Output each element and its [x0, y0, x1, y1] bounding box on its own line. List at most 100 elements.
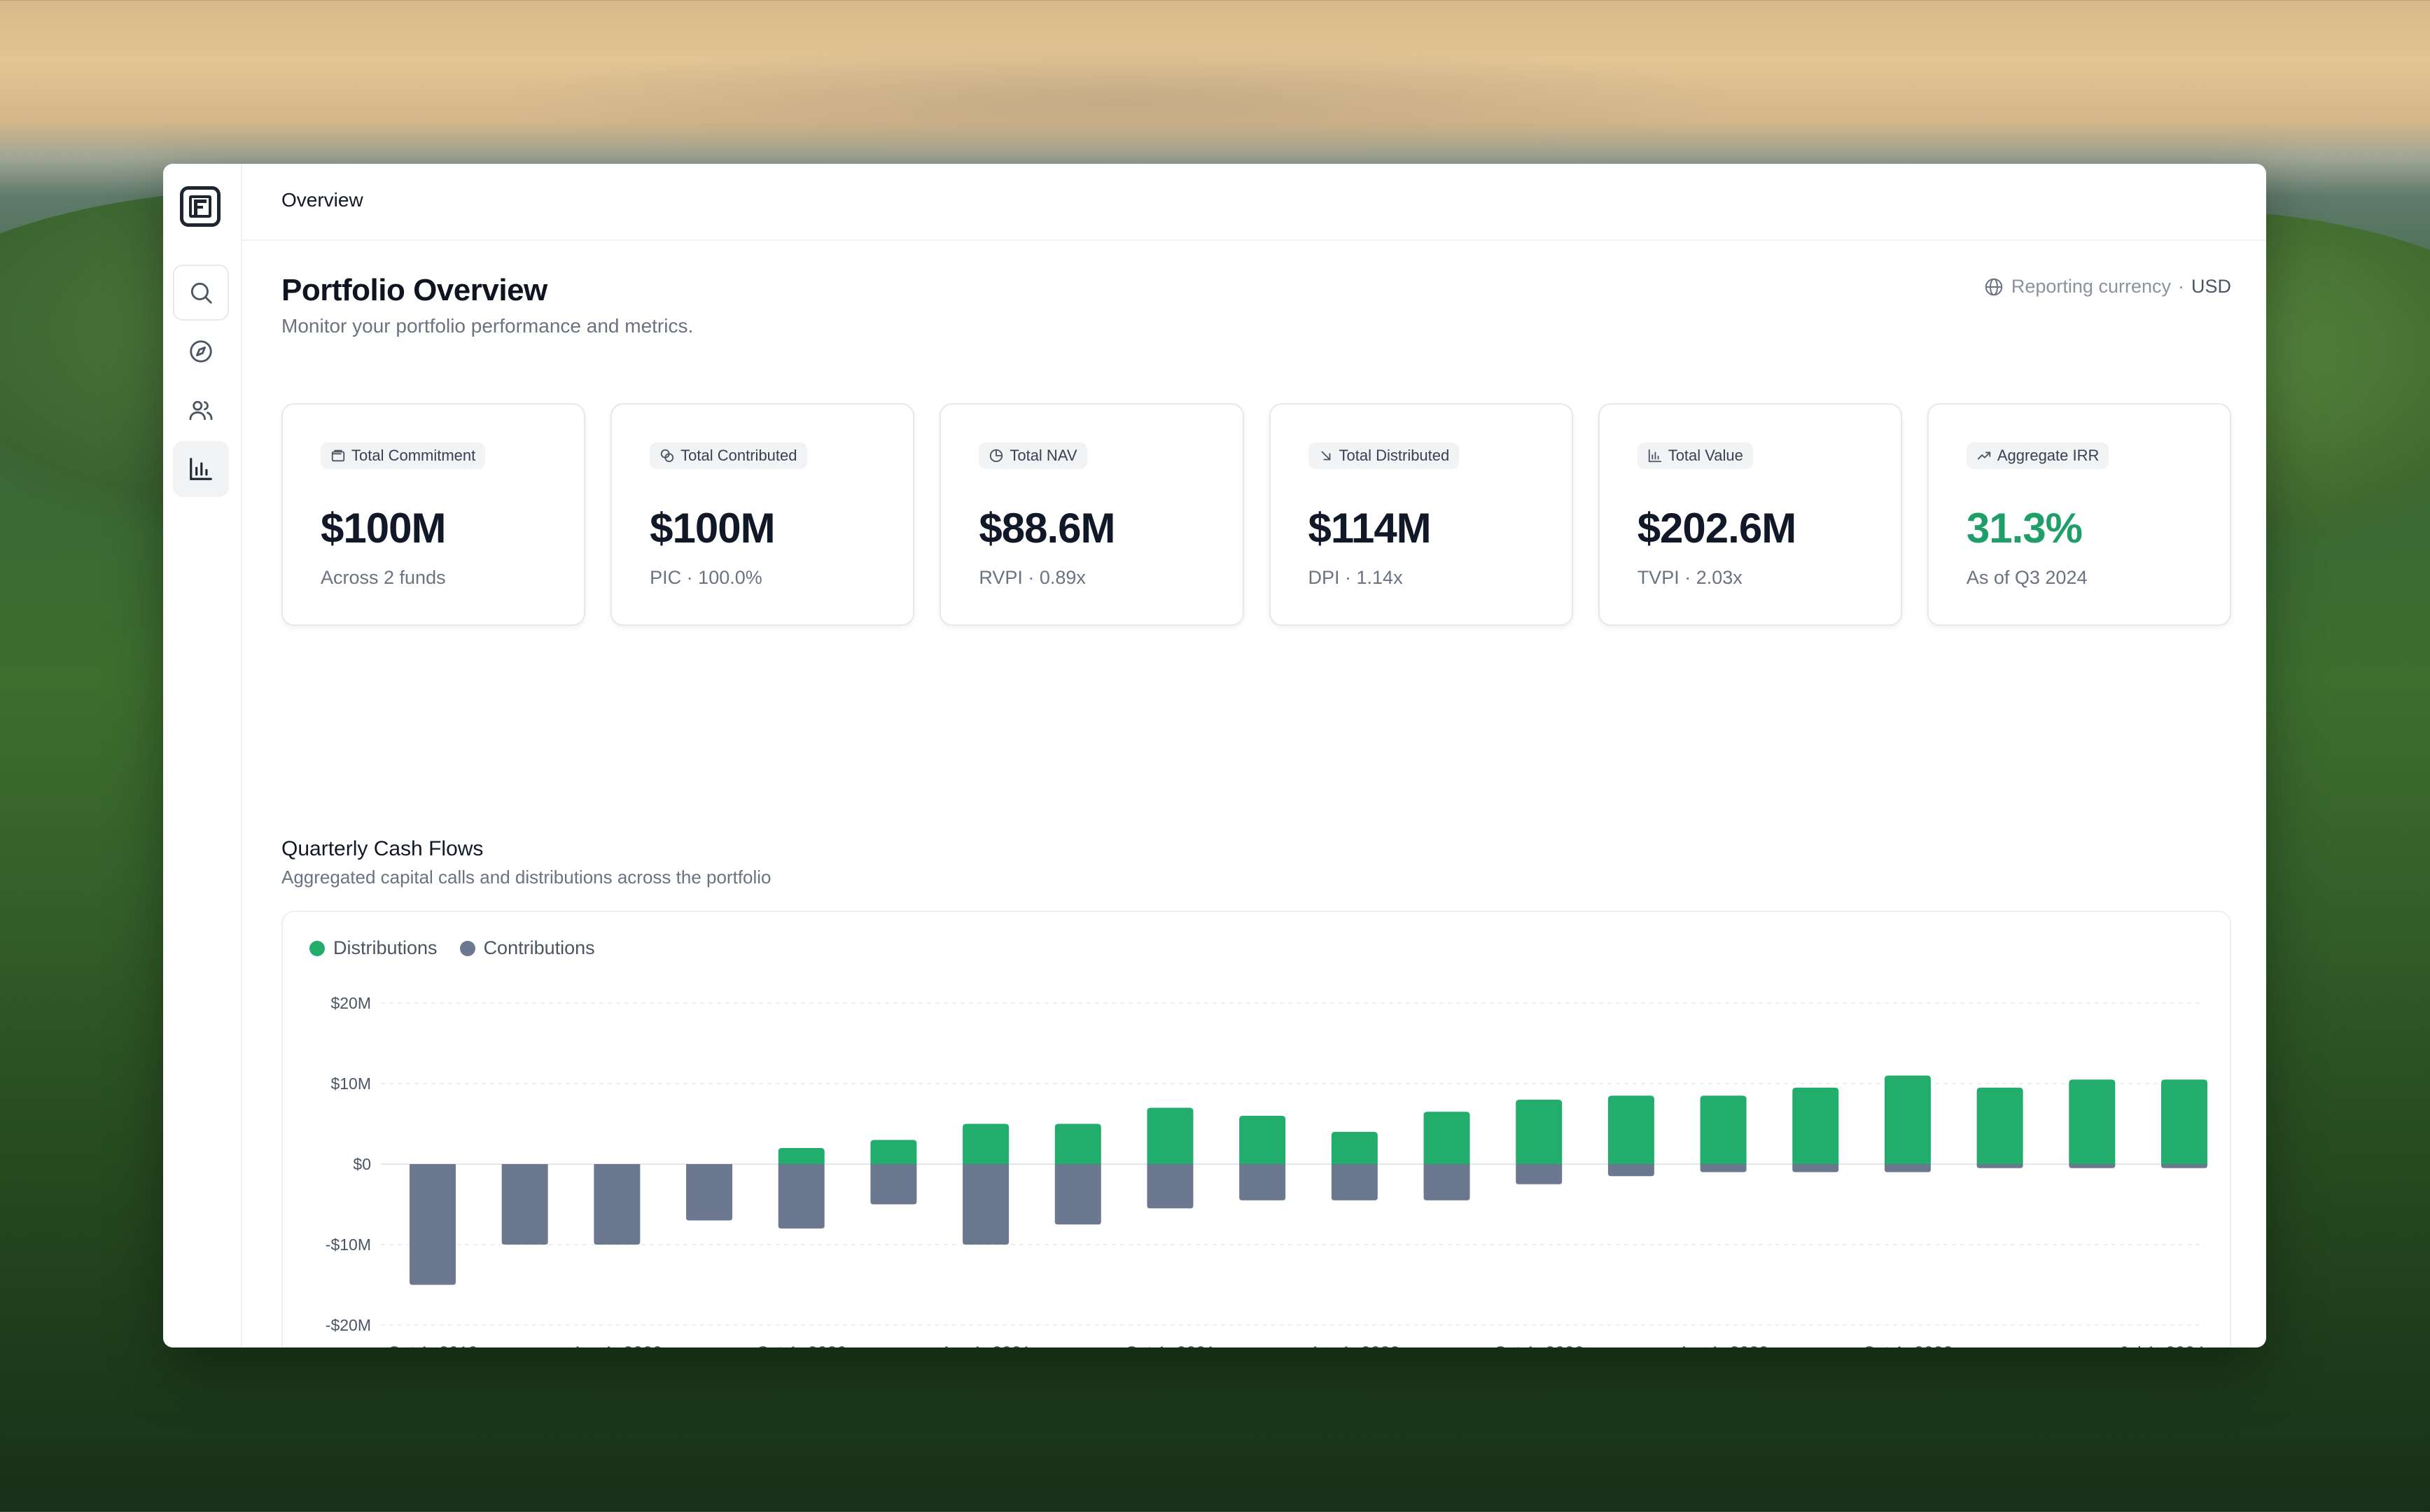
kpi-label: Total Commitment — [351, 447, 476, 464]
kpi-label: Total Contributed — [680, 447, 797, 464]
kpi-subtext: Across 2 funds — [321, 567, 446, 588]
cash-flow-chart: $20M $10M $0 -$10M -$20M Oct 1, 2019 Apr 1, 20… — [326, 994, 2207, 1348]
bar-contributions — [870, 1164, 917, 1205]
bar-contributions — [1331, 1164, 1378, 1200]
currency-label: Reporting currency — [2011, 276, 2171, 297]
bar-distributions — [1331, 1132, 1378, 1164]
kpi-subtext: PIC · 100.0% — [650, 567, 762, 588]
x-tick-label: Apr 1, 2023 — [1678, 1343, 1768, 1348]
x-tick-label: Oct 1, 2023 — [1862, 1343, 1953, 1348]
bar-contributions — [778, 1164, 825, 1228]
bar-contributions — [1054, 1164, 1101, 1225]
x-tick-label: Oct 1, 2020 — [756, 1343, 846, 1348]
kpi-value: $202.6M — [1637, 505, 1796, 552]
bar-contributions — [1516, 1164, 1563, 1184]
x-tick-label: Oct 1, 2022 — [1494, 1343, 1584, 1348]
bar-contributions — [963, 1164, 1010, 1245]
bar-distributions — [963, 1124, 1010, 1164]
x-tick-label: Apr 1, 2021 — [940, 1343, 1031, 1348]
kpi-card-total-commitment: Total Commitment $100M Across 2 funds — [281, 403, 586, 626]
kpi-chip: Total Value — [1637, 442, 1753, 469]
reporting-currency[interactable]: Reporting currency · USD — [1983, 276, 2231, 298]
app-logo[interactable] — [180, 186, 221, 227]
section-title: Quarterly Cash Flows — [281, 837, 484, 860]
legend-item-distributions[interactable]: Distributions — [309, 937, 438, 959]
bar-contributions — [1423, 1164, 1470, 1200]
x-tick-label: Apr 1, 2020 — [572, 1343, 662, 1348]
rail-analytics-button[interactable] — [173, 441, 229, 497]
chart-legend: Distributions Contributions — [309, 937, 595, 959]
kpi-label: Total NAV — [1010, 447, 1077, 464]
y-tick-label: -$20M — [326, 1316, 371, 1334]
bar-contributions — [1700, 1164, 1747, 1172]
kpi-label: Aggregate IRR — [1997, 447, 2100, 464]
app-window: Overview Portfolio Overview Monitor your… — [163, 164, 2266, 1348]
kpi-card-total-distributed: Total Distributed $114M DPI · 1.14x — [1269, 403, 1573, 626]
kpi-chip: Total NAV — [979, 442, 1087, 469]
kpi-card-total-nav: Total NAV $88.6M RVPI · 0.89x — [940, 403, 1244, 626]
bar-contributions — [1976, 1164, 2023, 1168]
y-tick-label: $0 — [353, 1155, 371, 1173]
y-tick-label: -$10M — [326, 1236, 371, 1254]
rail-search-button[interactable] — [173, 265, 229, 321]
legend-item-contributions[interactable]: Contributions — [459, 937, 595, 959]
bar-distributions — [1516, 1100, 1563, 1164]
currency-value: USD — [2191, 276, 2231, 297]
bar-contributions — [1239, 1164, 1286, 1200]
x-tick-label: Oct 1, 2019 — [387, 1343, 477, 1348]
bar-contributions — [594, 1164, 641, 1245]
sidebar-rail — [163, 164, 242, 1348]
kpi-chip: Total Commitment — [321, 442, 486, 469]
bar-contributions — [1607, 1164, 1654, 1177]
breadcrumb-title: Overview — [281, 189, 363, 211]
kpi-subtext: RVPI · 0.89x — [979, 567, 1086, 588]
y-tick-label: $10M — [330, 1074, 371, 1093]
legend-label: Distributions — [333, 937, 438, 958]
rail-explore-button[interactable] — [173, 323, 229, 379]
kpi-card-aggregate-irr: Aggregate IRR 31.3% As of Q3 2024 — [1927, 403, 2232, 626]
users-icon — [189, 400, 213, 421]
bar-distributions — [2161, 1079, 2207, 1164]
page-title: Portfolio Overview — [281, 273, 547, 307]
bar-distributions — [1147, 1107, 1194, 1164]
bar-contributions — [410, 1164, 456, 1285]
kpi-value: $100M — [650, 505, 775, 552]
trending-up-icon — [1977, 451, 1991, 460]
bar-contributions — [501, 1164, 548, 1245]
legend-swatch-distributions — [309, 940, 325, 956]
compass-icon — [190, 340, 212, 363]
page-subtitle: Monitor your portfolio performance and m… — [281, 315, 694, 337]
y-tick-label: $20M — [330, 994, 371, 1012]
kpi-subtext: As of Q3 2024 — [1966, 567, 2088, 588]
legend-swatch-contributions — [459, 940, 475, 956]
legend-label: Contributions — [483, 937, 595, 958]
kpi-subtext: TVPI · 2.03x — [1637, 567, 1743, 588]
coins-icon — [661, 449, 674, 463]
bar-contributions — [1792, 1164, 1839, 1172]
bar-distributions — [2069, 1079, 2116, 1164]
top-bar: Overview — [242, 164, 2266, 241]
x-tick-label: Apr 1, 2022 — [1309, 1343, 1399, 1348]
kpi-card-total-contributed: Total Contributed $100M PIC · 100.0% — [610, 403, 915, 626]
x-tick-label: Jul 1, 2024 — [2119, 1343, 2205, 1348]
cash-flow-chart-card: Distributions Contributions $20M $10M $0 -$… — [281, 911, 2231, 1348]
kpi-label: Total Distributed — [1339, 447, 1450, 464]
bar-contributions — [1147, 1164, 1194, 1209]
bar-distributions — [778, 1148, 825, 1164]
arrow-down-right-icon — [1321, 451, 1330, 461]
bar-distributions — [1976, 1087, 2023, 1164]
kpi-subtext: DPI · 1.14x — [1308, 567, 1403, 588]
kpi-cards: Total Commitment $100M Across 2 funds To… — [281, 403, 2232, 626]
rail-users-button[interactable] — [173, 382, 229, 438]
bar-distributions — [870, 1140, 917, 1164]
wallet-icon — [331, 449, 345, 462]
kpi-value: $100M — [321, 505, 446, 552]
bar-contributions — [2161, 1164, 2207, 1168]
bar-contributions — [686, 1164, 733, 1221]
search-icon — [190, 282, 212, 304]
kpi-value: 31.3% — [1966, 505, 2083, 552]
kpi-chip: Total Contributed — [650, 442, 807, 469]
bar-distributions — [1423, 1112, 1470, 1164]
bar-contributions — [1884, 1164, 1931, 1172]
currency-separator: · — [2177, 276, 2184, 297]
